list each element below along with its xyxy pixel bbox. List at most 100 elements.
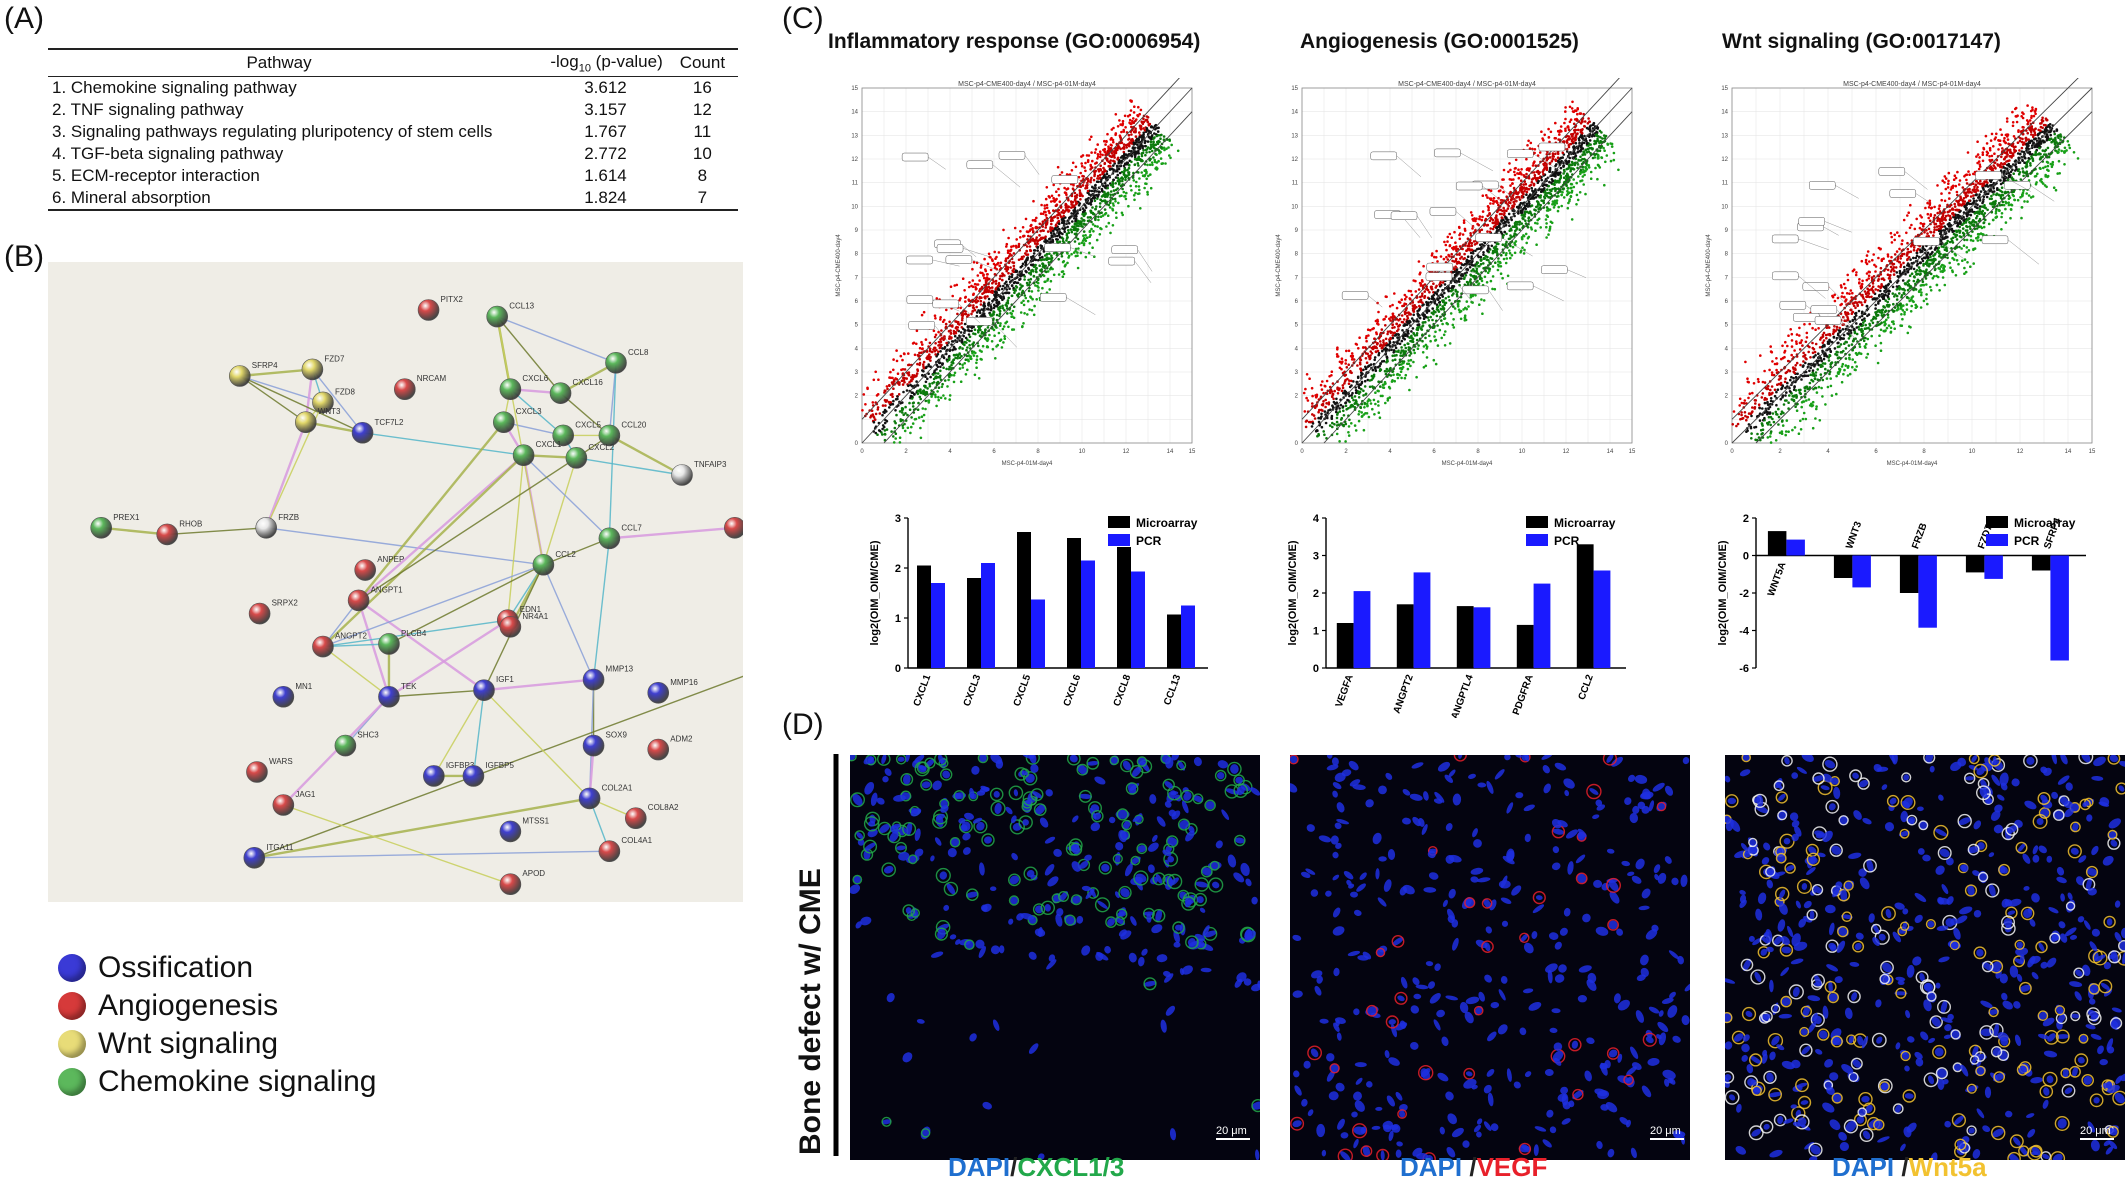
scatter-point xyxy=(956,312,959,316)
scatter-point xyxy=(1499,272,1503,275)
scatter-point xyxy=(1364,393,1367,396)
scatter-ytick: 13 xyxy=(851,133,858,139)
scatter-point xyxy=(1606,142,1609,146)
network-edge xyxy=(239,375,307,423)
scatter-point xyxy=(945,367,948,371)
scatter-point xyxy=(1404,346,1408,350)
scatter-point xyxy=(1023,312,1026,315)
scatter-point xyxy=(1146,140,1150,143)
scatter-point xyxy=(1416,309,1419,313)
scatter-point xyxy=(1405,323,1409,326)
scatter-point xyxy=(1571,163,1574,167)
scatter-point xyxy=(1052,183,1055,187)
network-node-circle xyxy=(417,299,440,321)
gene-callout xyxy=(966,160,994,169)
scatter-point xyxy=(1042,229,1045,232)
scatter-point xyxy=(1084,255,1088,259)
scatter-point xyxy=(1461,233,1465,236)
scatter-point xyxy=(965,354,969,358)
scatter-point xyxy=(1010,273,1014,276)
scatter-point xyxy=(979,266,983,269)
scatter-point xyxy=(1567,145,1571,149)
scatter-point xyxy=(1151,143,1155,146)
scatter-point xyxy=(1419,299,1422,302)
scatter-point xyxy=(909,383,912,387)
scatter-point xyxy=(1389,337,1392,341)
scatter-point xyxy=(998,277,1002,281)
gene-callout xyxy=(1039,293,1067,302)
scatter-point xyxy=(1006,312,1009,315)
scatter-point xyxy=(1374,391,1377,395)
scatter-point xyxy=(1008,275,1011,278)
scatter-point xyxy=(1429,300,1433,304)
scatter-point xyxy=(1554,164,1557,168)
scatter-point xyxy=(1122,143,1126,146)
scatter-point xyxy=(1418,307,1421,311)
scatter-point xyxy=(1124,169,1127,172)
scatter-point xyxy=(1076,254,1079,257)
scatter-point xyxy=(1331,406,1335,409)
scatter-point xyxy=(1378,344,1382,348)
scatter-point xyxy=(1400,363,1403,366)
cell-logp: 3.157 xyxy=(584,100,627,120)
scatter-point xyxy=(987,290,990,294)
scatter-point xyxy=(892,387,895,391)
network-node-circle xyxy=(582,668,605,691)
scatter-point xyxy=(1568,143,1571,146)
network-node-circle xyxy=(272,685,295,708)
scatter-point xyxy=(1455,249,1458,253)
scatter-point xyxy=(1364,336,1368,340)
scatter-point xyxy=(1439,255,1443,258)
scatter-point xyxy=(1369,350,1372,353)
network-node-label: ANGPT1 xyxy=(371,585,404,594)
table-header-row: Pathway -log10 (p-value) Count xyxy=(48,48,738,78)
scatter-point xyxy=(1054,223,1058,226)
scatter-point xyxy=(1579,155,1582,159)
scatter-point xyxy=(1022,303,1026,307)
scatter-point xyxy=(1520,173,1523,176)
scatter-point xyxy=(995,255,998,259)
scatter-point xyxy=(1110,128,1114,131)
scatter-point xyxy=(1576,166,1579,170)
scatter-point xyxy=(1577,175,1580,178)
scatter-point xyxy=(1086,216,1090,219)
scatter-point xyxy=(1603,149,1606,152)
scatter-point xyxy=(979,299,983,303)
scatter-point xyxy=(1097,180,1100,184)
network-node-circle xyxy=(393,378,416,400)
scatter-point xyxy=(1100,211,1103,214)
legend-label: Ossification xyxy=(98,951,254,984)
scatter-point xyxy=(1084,187,1087,190)
scatter-point xyxy=(1548,225,1552,229)
scatter-point xyxy=(1484,254,1487,258)
scatter-point xyxy=(1168,138,1171,141)
scatter-point xyxy=(1129,141,1133,144)
scatter-point xyxy=(1404,311,1407,314)
scatter-point xyxy=(915,329,919,333)
scatter-point xyxy=(961,366,965,369)
scatter-point xyxy=(1060,255,1064,258)
scatter-point xyxy=(915,380,918,383)
scatter-point xyxy=(1459,266,1463,269)
network-node: CXCL1 xyxy=(512,440,562,466)
scatter-point xyxy=(1481,215,1484,219)
scatter-point xyxy=(908,408,912,412)
header-logp-text: -log xyxy=(550,52,579,71)
scatter-point xyxy=(1019,283,1022,286)
scatter-point xyxy=(963,343,966,347)
scatter-point xyxy=(1112,189,1116,192)
scatter-point xyxy=(1446,235,1450,239)
scatter-point xyxy=(980,286,984,290)
scatter-point xyxy=(1146,163,1149,167)
scatter-point xyxy=(1124,126,1127,129)
scatter-frame xyxy=(861,87,1193,444)
scatter-point xyxy=(1058,240,1062,244)
scatter-point xyxy=(1044,223,1048,227)
scatter-point xyxy=(1424,343,1428,347)
network-edge xyxy=(496,316,545,565)
scatter-point xyxy=(1142,149,1145,152)
scatter-point xyxy=(956,356,959,360)
network-edge xyxy=(472,690,485,777)
panel-label-d: (D) xyxy=(782,708,824,741)
